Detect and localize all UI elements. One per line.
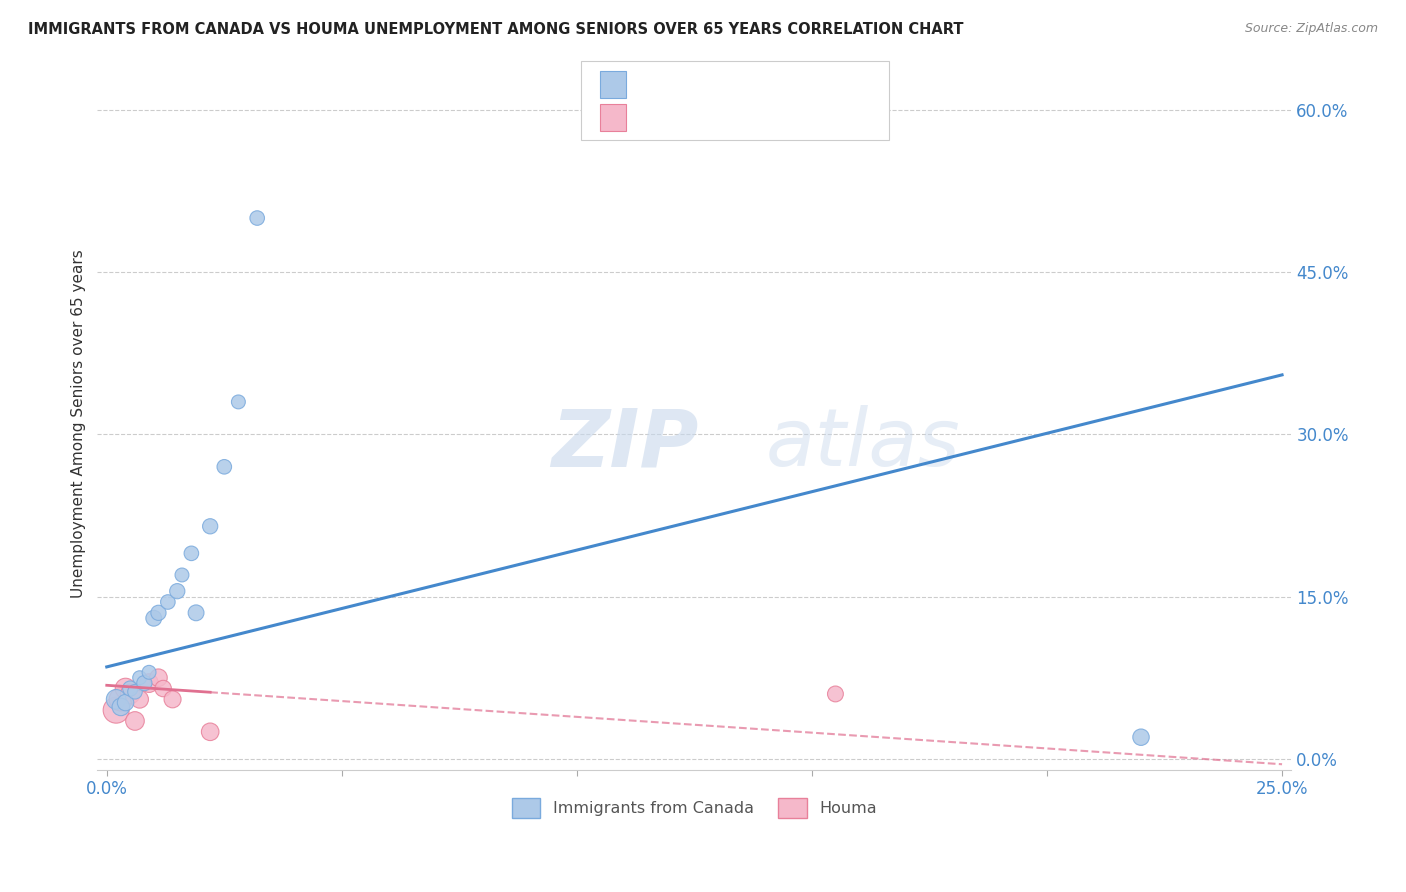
- Point: [228, 395, 250, 409]
- Point: [124, 714, 146, 728]
- Point: [156, 595, 179, 609]
- Point: [134, 676, 156, 690]
- Point: [110, 692, 132, 706]
- Point: [110, 700, 132, 714]
- Point: [152, 681, 174, 696]
- Text: ZIP: ZIP: [551, 405, 699, 483]
- Text: IMMIGRANTS FROM CANADA VS HOUMA UNEMPLOYMENT AMONG SENIORS OVER 65 YEARS CORRELA: IMMIGRANTS FROM CANADA VS HOUMA UNEMPLOY…: [28, 22, 963, 37]
- Point: [824, 687, 846, 701]
- Point: [114, 681, 136, 696]
- Point: [138, 676, 160, 690]
- Point: [1130, 730, 1153, 744]
- Point: [162, 692, 184, 706]
- Point: [170, 568, 193, 582]
- Text: R =  0.395    N = 20: R = 0.395 N = 20: [640, 78, 801, 92]
- Point: [105, 692, 128, 706]
- Point: [128, 692, 150, 706]
- Text: Source: ZipAtlas.com: Source: ZipAtlas.com: [1244, 22, 1378, 36]
- Point: [198, 519, 221, 533]
- Point: [120, 681, 142, 696]
- Point: [138, 665, 160, 680]
- Point: [184, 606, 207, 620]
- Point: [166, 584, 188, 599]
- Point: [124, 685, 146, 699]
- Point: [120, 687, 142, 701]
- Y-axis label: Unemployment Among Seniors over 65 years: Unemployment Among Seniors over 65 years: [72, 249, 86, 598]
- Point: [114, 696, 136, 710]
- Point: [246, 211, 269, 225]
- Point: [142, 611, 165, 625]
- Point: [105, 703, 128, 717]
- Point: [180, 546, 202, 560]
- Point: [128, 671, 150, 685]
- Legend: Immigrants from Canada, Houma: Immigrants from Canada, Houma: [505, 792, 883, 824]
- Text: R = -0.185    N =  12: R = -0.185 N = 12: [640, 111, 808, 125]
- Point: [148, 671, 170, 685]
- Text: atlas: atlas: [766, 405, 960, 483]
- Point: [214, 459, 236, 474]
- Point: [148, 606, 170, 620]
- Point: [198, 724, 221, 739]
